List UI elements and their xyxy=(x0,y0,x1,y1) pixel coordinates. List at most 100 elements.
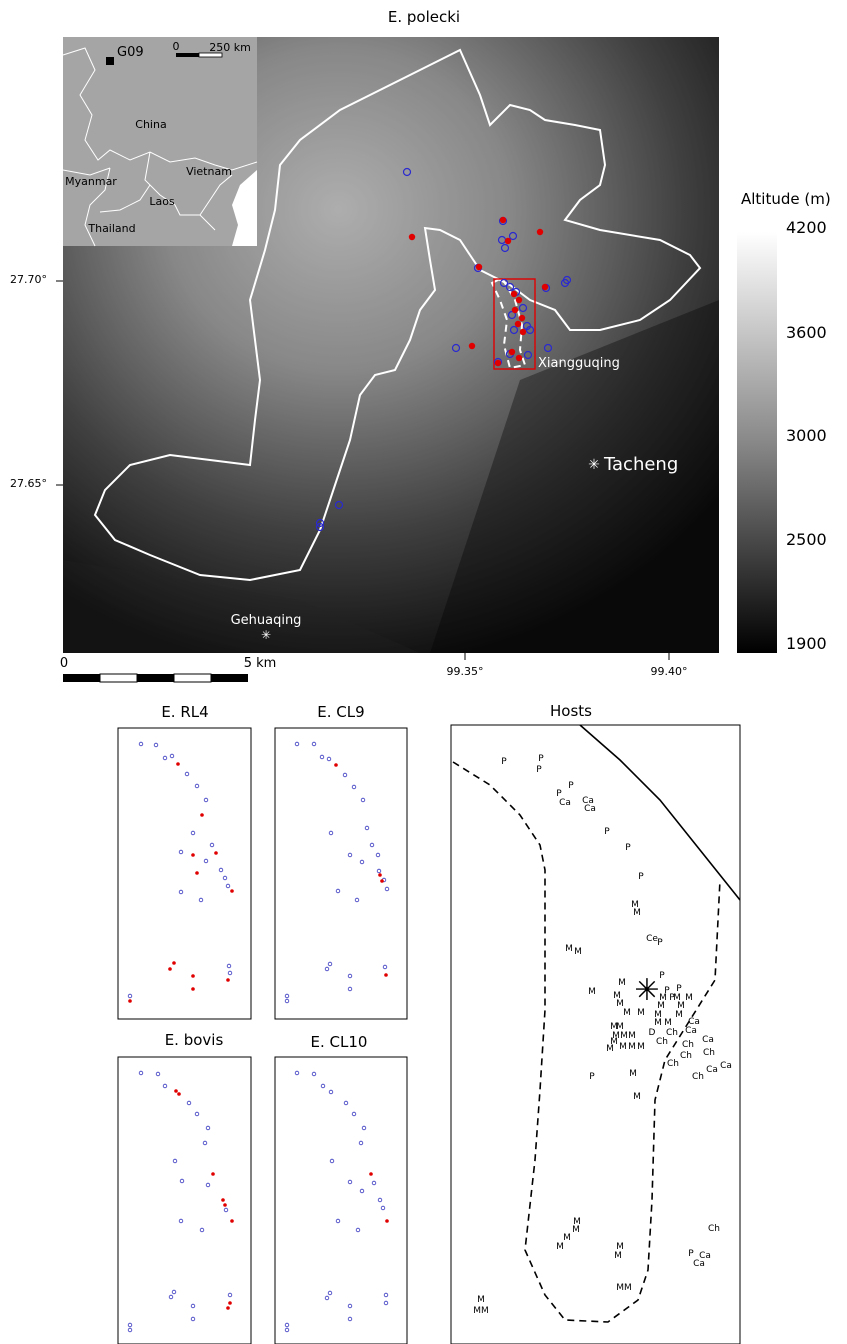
legend-tick: 3000 xyxy=(786,426,827,445)
inset-country-laos: Laos xyxy=(149,195,175,208)
host-label: M xyxy=(610,1037,618,1047)
host-label: P xyxy=(589,1072,595,1082)
host-label: M xyxy=(610,1022,618,1032)
host-label: P xyxy=(625,843,631,853)
point-positive xyxy=(334,763,338,767)
valley-shading-south xyxy=(63,560,420,653)
host-label: M xyxy=(620,1031,628,1041)
panel-title-cl9: E. CL9 xyxy=(317,703,364,721)
point-negative xyxy=(138,741,144,747)
sample-negative xyxy=(507,310,517,320)
panel-points-cl9 xyxy=(284,741,390,1004)
sample-positive xyxy=(499,216,507,224)
host-label: Ca xyxy=(559,798,571,808)
point-negative xyxy=(284,1322,290,1328)
point-negative xyxy=(361,1125,367,1131)
host-label: M xyxy=(629,1069,637,1079)
sample-negative xyxy=(509,325,519,335)
host-label: Ch xyxy=(703,1048,715,1058)
place-label-tacheng: Tacheng xyxy=(603,454,678,475)
host-label: Ca xyxy=(702,1035,714,1045)
legend-tick: 2500 xyxy=(786,530,827,549)
host-label: P xyxy=(568,781,574,791)
point-negative xyxy=(347,1316,353,1322)
host-label: M xyxy=(573,1217,581,1227)
panel-title-hosts: Hosts xyxy=(550,702,592,720)
sample-positive xyxy=(519,328,527,336)
point-negative xyxy=(178,889,184,895)
point-positive xyxy=(221,1198,225,1202)
host-label: M xyxy=(572,1225,580,1235)
host-label: P xyxy=(638,872,644,882)
point-negative xyxy=(162,1083,168,1089)
host-label: M xyxy=(633,1092,641,1102)
inset-country-thailand: Thailand xyxy=(87,222,135,235)
point-positive xyxy=(176,762,180,766)
sample-positive xyxy=(468,342,476,350)
panel-points-bovis xyxy=(127,1070,234,1333)
point-negative xyxy=(335,888,341,894)
host-label: P xyxy=(688,1249,694,1259)
point-negative xyxy=(127,1327,133,1333)
panel-title-rl4: E. RL4 xyxy=(161,703,208,721)
point-negative xyxy=(203,797,209,803)
place-label-xiangguqing: Xiangguqing xyxy=(538,356,620,371)
legend-title: Altitude (m) xyxy=(741,190,831,208)
point-positive xyxy=(214,851,218,855)
host-label: Ca xyxy=(699,1251,711,1261)
point-negative xyxy=(328,830,334,836)
point-negative xyxy=(162,755,168,761)
sample-negative xyxy=(315,522,325,532)
point-negative xyxy=(347,1303,353,1309)
lat-label-2770: 27.70° xyxy=(10,273,47,286)
point-positive xyxy=(384,973,388,977)
point-negative xyxy=(359,859,365,865)
host-label: M xyxy=(637,1008,645,1018)
host-label: M xyxy=(623,1008,631,1018)
valley-shading-east xyxy=(430,300,719,653)
point-negative xyxy=(202,1140,208,1146)
host-label: P xyxy=(604,827,610,837)
host-label: M xyxy=(613,991,621,1001)
host-label: M xyxy=(633,908,641,918)
point-negative xyxy=(205,1125,211,1131)
point-negative xyxy=(369,842,375,848)
host-label: M xyxy=(628,1042,636,1052)
point-positive xyxy=(385,1219,389,1223)
legend-tick: 4200 xyxy=(786,218,827,237)
point-positive xyxy=(174,1089,178,1093)
host-label: M xyxy=(654,1018,662,1028)
host-label: M xyxy=(618,978,626,988)
point-negative xyxy=(218,867,224,873)
tacheng-marker-icon: ✳ xyxy=(588,457,600,473)
point-negative xyxy=(179,1178,185,1184)
point-negative xyxy=(209,842,215,848)
point-negative xyxy=(328,1089,334,1095)
host-label: M xyxy=(637,1042,645,1052)
place-label-gehuaqing: Gehuaqing xyxy=(231,613,302,628)
host-label: MM xyxy=(473,1306,489,1316)
point-positive xyxy=(223,1203,227,1207)
point-negative xyxy=(382,964,388,970)
point-negative xyxy=(155,1071,161,1077)
point-negative xyxy=(360,797,366,803)
sample-negative xyxy=(499,278,509,288)
sample-negative xyxy=(451,343,461,353)
panel-points-cl10 xyxy=(284,1070,389,1333)
point-negative xyxy=(127,1322,133,1328)
point-negative xyxy=(227,970,233,976)
host-label: P xyxy=(659,971,665,981)
point-positive xyxy=(226,1306,230,1310)
host-label: Ch xyxy=(667,1059,679,1069)
point-negative xyxy=(198,897,204,903)
point-positive xyxy=(191,853,195,857)
point-negative xyxy=(371,1180,377,1186)
point-negative xyxy=(227,1292,233,1298)
sample-positive xyxy=(408,233,416,241)
hosts-village-boundary xyxy=(452,761,721,1323)
host-label: P xyxy=(536,765,542,775)
host-label: P xyxy=(664,986,670,996)
point-positive xyxy=(230,1219,234,1223)
gehuaqing-marker-icon: ✳ xyxy=(261,628,271,642)
scalebar-seg xyxy=(211,674,248,682)
